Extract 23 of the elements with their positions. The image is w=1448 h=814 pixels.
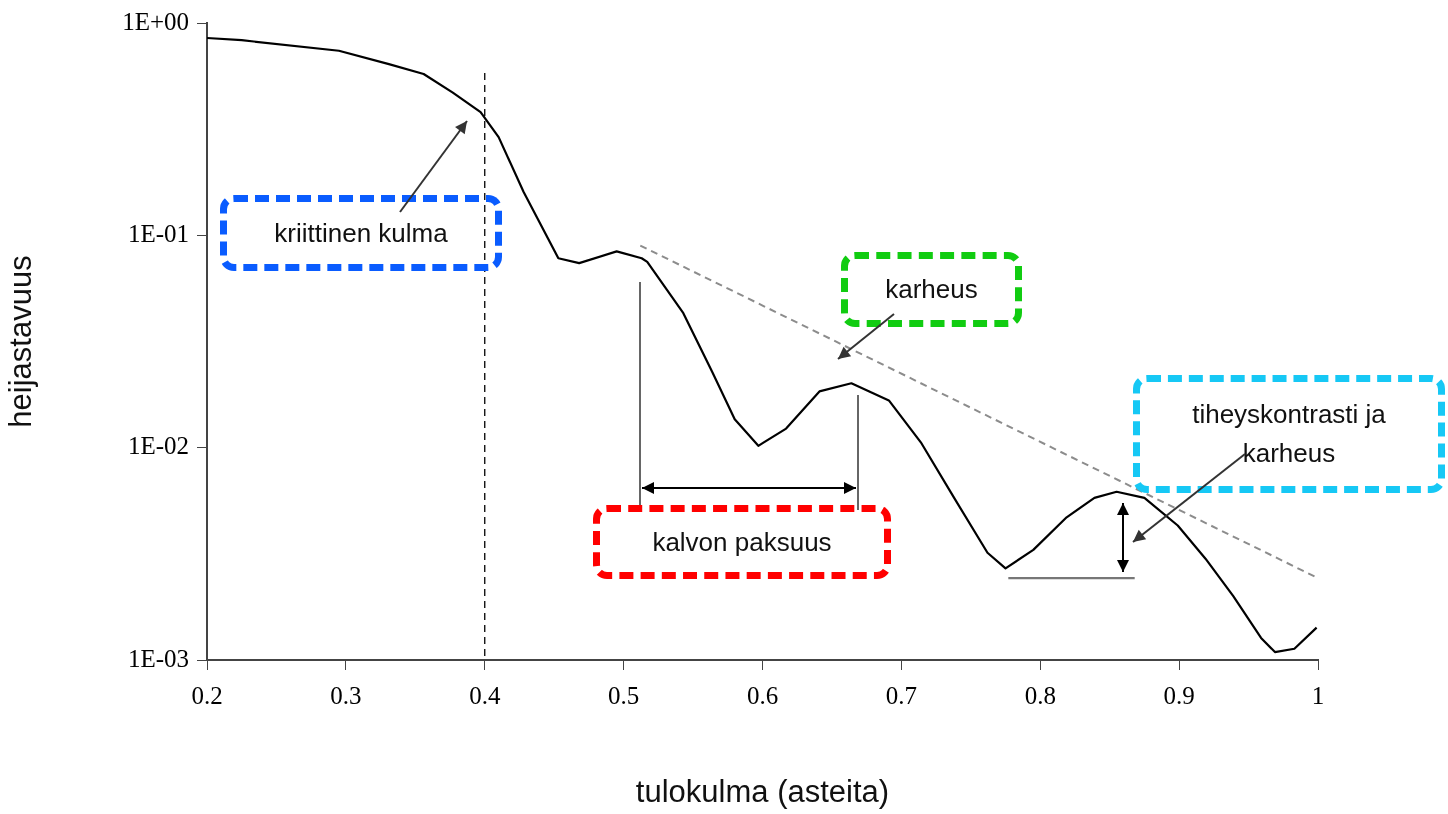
x-tick-label: 0.6 [746,681,779,709]
x-tick-label: 0.5 [608,681,640,709]
x-tick-label: 1 [1311,681,1325,709]
callout-box: kriittinen kulma [220,195,502,271]
x-tick-label: 0.7 [885,681,917,709]
annotation: tiheyskontrasti ja karheus [1191,398,1387,470]
x-tick-label: 0.2 [191,681,223,709]
x-tick-label: 0.9 [1163,681,1195,709]
y-tick-label: 1E+00 [122,7,189,35]
callout-box: tiheyskontrasti ja karheus [1133,375,1445,493]
y-axis-title: heijastavuus [3,255,39,428]
y-tick-label: 1E-02 [127,432,189,460]
callout-box: kalvon paksuus [593,505,891,579]
annotation: karheus [885,273,978,306]
y-tick-label: 1E-01 [127,219,189,247]
callout-box: karheus [841,252,1022,327]
y-tick-label: 1E-03 [127,644,189,672]
annotation: kalvon paksuus [652,525,832,559]
x-tick-label: 0.4 [469,681,501,709]
annotation: kriittinen kulma [274,216,448,250]
x-tick-label: 0.8 [1024,681,1056,709]
x-axis-title: tulokulma (asteita) [635,773,890,809]
x-tick-label: 0.3 [330,681,362,709]
